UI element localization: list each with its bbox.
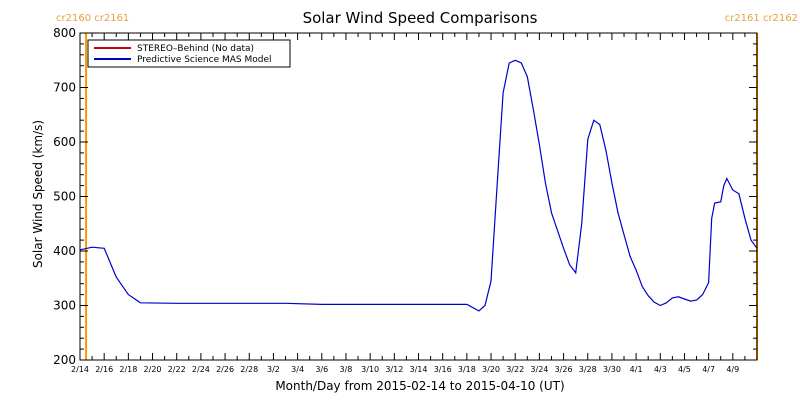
carrington-labels: cr2160 cr2161 cr2161 cr2162 — [56, 13, 798, 24]
carrington-marker-label: cr2160 cr2161 — [56, 13, 129, 24]
x-tick-label: 2/14 — [71, 365, 89, 374]
x-tick-label: 3/6 — [315, 365, 328, 374]
x-tick-label: 3/16 — [434, 365, 452, 374]
y-tick-label: 700 — [53, 81, 76, 95]
x-tick-label: 2/18 — [119, 365, 137, 374]
x-tick-label: 3/2 — [267, 365, 280, 374]
legend-label-1: Predictive Science MAS Model — [137, 55, 272, 65]
y-tick-label: 400 — [53, 244, 76, 258]
x-tick-label: 2/28 — [240, 365, 258, 374]
y-axis-label: Solar Wind Speed (km/s) — [31, 120, 45, 268]
y-tick-label: 600 — [53, 135, 76, 149]
x-tick-label: 3/20 — [482, 365, 500, 374]
y-tick-label: 800 — [53, 26, 76, 40]
x-tick-label: 4/9 — [726, 365, 739, 374]
x-tick-label: 2/24 — [192, 365, 210, 374]
carrington-marker-label: cr2161 cr2162 — [725, 13, 798, 24]
y-tick-label: 300 — [53, 299, 76, 313]
y-axis: 200 300 400 500 600 700 800 — [53, 26, 757, 367]
x-tick-label: 3/30 — [603, 365, 621, 374]
x-tick-label: 3/12 — [385, 365, 403, 374]
legend-label-0: STEREO–Behind (No data) — [137, 44, 254, 54]
x-tick-label: 2/22 — [168, 365, 186, 374]
carrington-markers — [85, 33, 758, 360]
x-tick-label: 3/24 — [530, 365, 548, 374]
x-tick-label: 4/3 — [654, 365, 667, 374]
x-tick-label: 3/10 — [361, 365, 379, 374]
x-tick-label: 3/14 — [410, 365, 428, 374]
plot-frame — [79, 32, 758, 361]
x-axis: 2/14 2/16 2/18 2/20 2/22 2/24 2/26 2/28 3/2 3/4 3/… — [71, 33, 758, 374]
legend-box — [87, 39, 291, 68]
chart-title: Solar Wind Speed Comparisons — [303, 9, 538, 27]
x-tick-label: 4/1 — [630, 365, 643, 374]
x-tick-label: 4/5 — [678, 365, 691, 374]
x-tick-label: 3/22 — [506, 365, 524, 374]
x-axis-label: Month/Day from 2015-02-14 to 2015-04-10 … — [275, 379, 564, 393]
x-tick-label: 3/18 — [458, 365, 476, 374]
legend: STEREO–Behind (No data)Predictive Scienc… — [87, 39, 291, 68]
x-tick-label: 2/16 — [95, 365, 113, 374]
x-tick-label: 3/4 — [291, 365, 304, 374]
series-layer — [79, 59, 758, 312]
x-tick-label: 2/20 — [144, 365, 162, 374]
x-tick-label: 3/28 — [579, 365, 597, 374]
x-tick-label: 3/8 — [340, 365, 353, 374]
y-tick-label: 500 — [53, 190, 76, 204]
y-tick-label: 200 — [53, 353, 76, 367]
x-tick-label: 3/26 — [555, 365, 573, 374]
x-tick-label: 2/26 — [216, 365, 234, 374]
series-line-1 — [79, 59, 758, 312]
x-tick-label: 4/7 — [702, 365, 715, 374]
